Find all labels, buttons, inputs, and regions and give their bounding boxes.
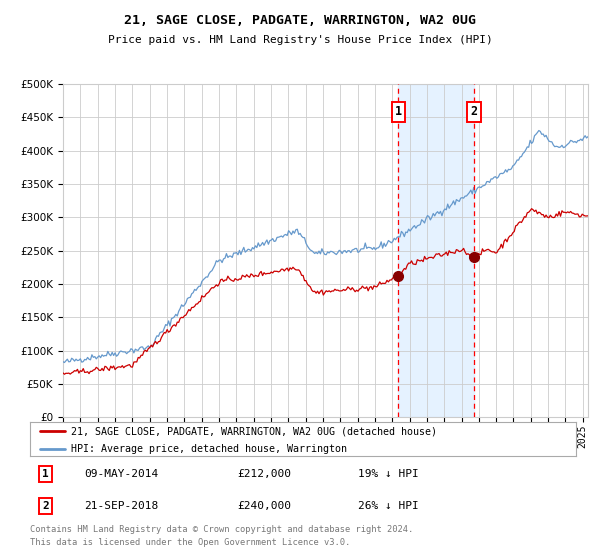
Text: £212,000: £212,000 [238,469,292,479]
Text: Contains HM Land Registry data © Crown copyright and database right 2024.: Contains HM Land Registry data © Crown c… [30,525,413,534]
Text: 1: 1 [42,469,49,479]
Bar [398,84,474,417]
Text: Price paid vs. HM Land Registry's House Price Index (HPI): Price paid vs. HM Land Registry's House … [107,35,493,45]
Text: 21, SAGE CLOSE, PADGATE, WARRINGTON, WA2 0UG: 21, SAGE CLOSE, PADGATE, WARRINGTON, WA2… [124,14,476,27]
Text: 2: 2 [470,105,478,119]
Text: 2: 2 [42,501,49,511]
Text: £240,000: £240,000 [238,501,292,511]
Text: 09-MAY-2014: 09-MAY-2014 [85,469,159,479]
Text: 1: 1 [395,105,402,119]
Text: 19% ↓ HPI: 19% ↓ HPI [358,469,418,479]
Text: 21-SEP-2018: 21-SEP-2018 [85,501,159,511]
Text: 26% ↓ HPI: 26% ↓ HPI [358,501,418,511]
Text: 21, SAGE CLOSE, PADGATE, WARRINGTON, WA2 0UG (detached house): 21, SAGE CLOSE, PADGATE, WARRINGTON, WA2… [71,426,437,436]
Text: HPI: Average price, detached house, Warrington: HPI: Average price, detached house, Warr… [71,444,347,454]
Text: This data is licensed under the Open Government Licence v3.0.: This data is licensed under the Open Gov… [30,538,350,547]
